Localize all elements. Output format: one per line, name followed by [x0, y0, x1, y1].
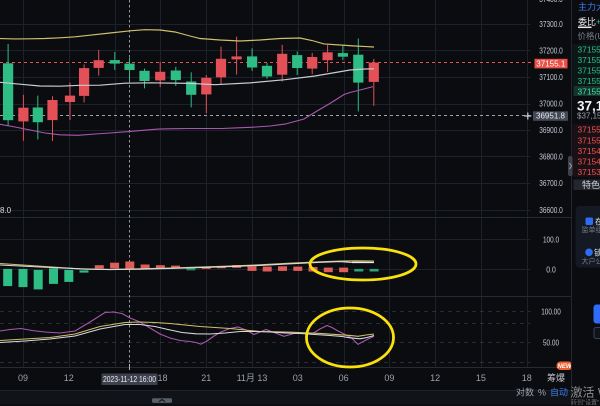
svg-text:0.0: 0.0	[546, 264, 556, 274]
svg-text:NEW: NEW	[558, 364, 573, 370]
svg-text:37400.0: 37400.0	[539, 0, 563, 4]
svg-text:36600.0: 36600.0	[539, 205, 563, 215]
svg-text:37155.6: 37155.6	[578, 76, 600, 86]
svg-text:06: 06	[339, 373, 349, 383]
svg-text:36800.0: 36800.0	[539, 152, 563, 162]
svg-text:激活 W: 激活 W	[571, 386, 600, 400]
svg-text:37154.5: 37154.5	[578, 156, 600, 166]
svg-text:+: +	[596, 17, 600, 27]
svg-text:09: 09	[18, 373, 28, 383]
svg-text:37155.8: 37155.8	[578, 125, 600, 135]
svg-text:大户公: 大户公	[582, 257, 600, 266]
svg-text:36700.0: 36700.0	[539, 178, 563, 188]
svg-text:%: %	[538, 388, 546, 398]
svg-text:37,15: 37,15	[577, 99, 600, 114]
svg-text:36900.0: 36900.0	[539, 125, 563, 135]
svg-text:委比: 委比	[578, 16, 596, 27]
svg-text:监单组: 监单组	[582, 225, 600, 234]
svg-text:在: 在	[595, 217, 600, 227]
svg-text:主力大: 主力大	[578, 1, 600, 12]
svg-text:36951.8: 36951.8	[536, 111, 565, 121]
svg-text:$37,153: $37,153	[577, 112, 600, 121]
svg-text:锁: 锁	[594, 248, 600, 258]
svg-text:37155.7: 37155.7	[578, 66, 600, 76]
svg-text:12: 12	[430, 373, 440, 383]
svg-text:37155.9: 37155.9	[578, 45, 600, 55]
svg-text:对数: 对数	[516, 387, 534, 398]
svg-text:50.00: 50.00	[543, 337, 559, 347]
svg-text:37200.0: 37200.0	[539, 46, 563, 56]
svg-text:21: 21	[201, 373, 211, 383]
svg-text:筹爆: 筹爆	[547, 372, 565, 383]
svg-text:37000.0: 37000.0	[539, 99, 563, 109]
svg-text:18: 18	[522, 373, 532, 383]
svg-text:价格(U: 价格(U	[578, 31, 600, 41]
svg-text:8.0: 8.0	[0, 206, 12, 215]
svg-text:37155.8: 37155.8	[578, 55, 600, 65]
svg-text:18: 18	[157, 373, 167, 383]
svg-text:转到"设置"以激: 转到"设置"以激	[571, 399, 600, 406]
svg-text:37100.0: 37100.0	[539, 72, 563, 82]
svg-text:37154.6: 37154.6	[578, 146, 600, 156]
svg-text:100.0: 100.0	[543, 234, 559, 244]
svg-text:37155.7: 37155.7	[578, 135, 600, 145]
svg-text:03: 03	[293, 373, 303, 383]
svg-text:37155.5: 37155.5	[578, 86, 600, 96]
svg-text:2023-11-12 16:00: 2023-11-12 16:00	[103, 375, 156, 384]
svg-text:37153.4: 37153.4	[578, 167, 600, 177]
svg-text:特色: 特色	[582, 179, 600, 190]
svg-text:12: 12	[64, 373, 74, 383]
svg-text:自动: 自动	[550, 387, 568, 398]
svg-text:37155.1: 37155.1	[536, 58, 565, 68]
svg-text:15: 15	[476, 373, 486, 383]
svg-text:37300.0: 37300.0	[539, 19, 563, 29]
svg-text:09: 09	[384, 373, 394, 383]
svg-text:100.00: 100.00	[541, 306, 561, 316]
svg-text:11月 13: 11月 13	[237, 373, 268, 383]
